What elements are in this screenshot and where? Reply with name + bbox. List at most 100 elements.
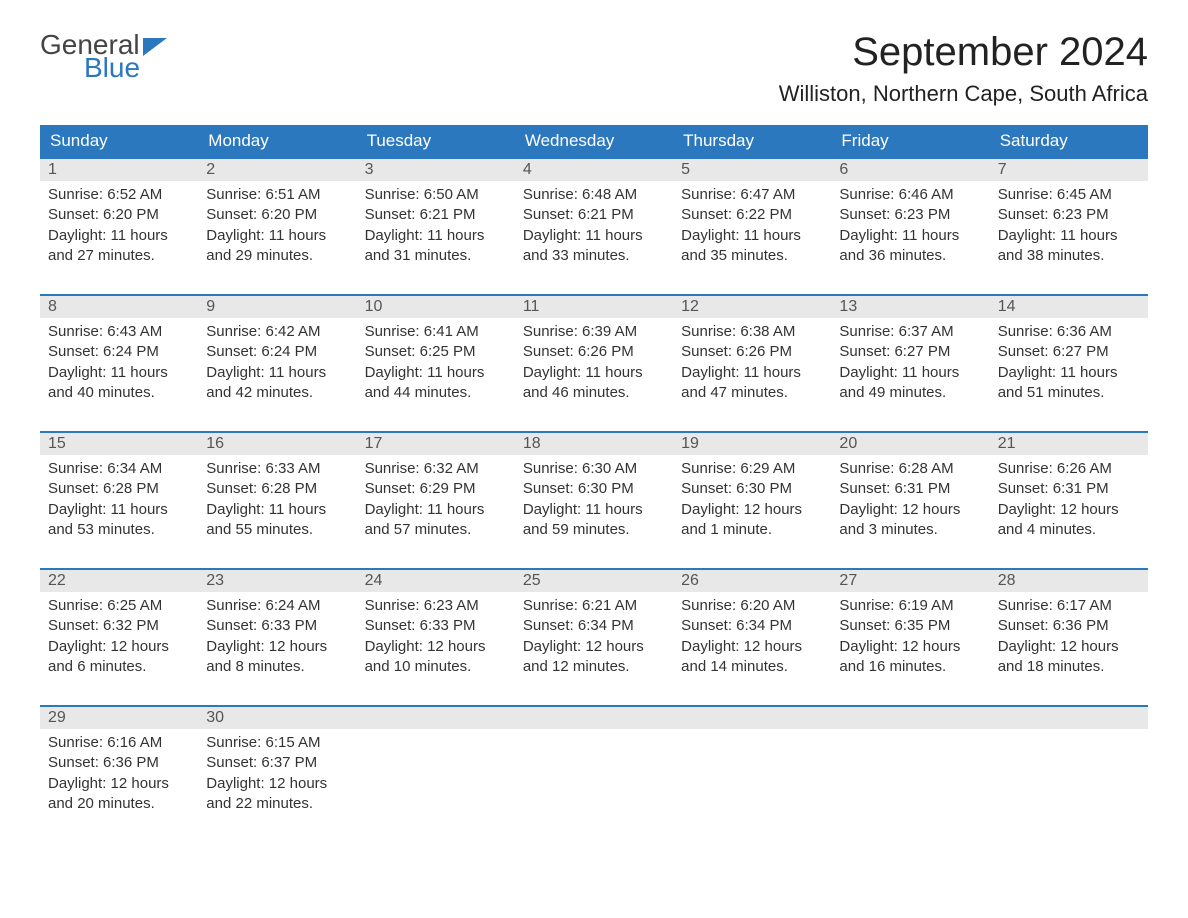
day-number: 22	[40, 570, 198, 592]
day-body: Sunrise: 6:36 AMSunset: 6:27 PMDaylight:…	[990, 318, 1148, 403]
calendar-day-cell: 8Sunrise: 6:43 AMSunset: 6:24 PMDaylight…	[40, 296, 198, 403]
day-number	[357, 707, 515, 729]
calendar-day-cell	[990, 707, 1148, 814]
daylight-value: Daylight: 11 hours and 53 minutes.	[48, 500, 190, 541]
sunset-value: Sunset: 6:28 PM	[206, 479, 348, 499]
sunrise-value: Sunrise: 6:33 AM	[206, 459, 348, 479]
day-number: 5	[673, 159, 831, 181]
daylight-value: Daylight: 12 hours and 3 minutes.	[839, 500, 981, 541]
sunset-value: Sunset: 6:26 PM	[523, 342, 665, 362]
daylight-value: Daylight: 12 hours and 6 minutes.	[48, 637, 190, 678]
daylight-value: Daylight: 11 hours and 47 minutes.	[681, 363, 823, 404]
sunrise-value: Sunrise: 6:36 AM	[998, 322, 1140, 342]
daylight-value: Daylight: 11 hours and 49 minutes.	[839, 363, 981, 404]
weekday-header-cell: Friday	[831, 125, 989, 157]
sunset-value: Sunset: 6:31 PM	[998, 479, 1140, 499]
sunset-value: Sunset: 6:27 PM	[839, 342, 981, 362]
calendar-day-cell: 5Sunrise: 6:47 AMSunset: 6:22 PMDaylight…	[673, 159, 831, 266]
sunset-value: Sunset: 6:36 PM	[48, 753, 190, 773]
calendar-day-cell: 22Sunrise: 6:25 AMSunset: 6:32 PMDayligh…	[40, 570, 198, 677]
sunset-value: Sunset: 6:32 PM	[48, 616, 190, 636]
day-body: Sunrise: 6:47 AMSunset: 6:22 PMDaylight:…	[673, 181, 831, 266]
sunrise-value: Sunrise: 6:23 AM	[365, 596, 507, 616]
daylight-value: Daylight: 11 hours and 27 minutes.	[48, 226, 190, 267]
sunset-value: Sunset: 6:23 PM	[998, 205, 1140, 225]
day-number	[990, 707, 1148, 729]
sunrise-value: Sunrise: 6:50 AM	[365, 185, 507, 205]
brand-triangle-icon	[143, 38, 167, 56]
day-body: Sunrise: 6:33 AMSunset: 6:28 PMDaylight:…	[198, 455, 356, 540]
calendar-week-row: 1Sunrise: 6:52 AMSunset: 6:20 PMDaylight…	[40, 157, 1148, 266]
day-body: Sunrise: 6:23 AMSunset: 6:33 PMDaylight:…	[357, 592, 515, 677]
day-number: 16	[198, 433, 356, 455]
day-number: 6	[831, 159, 989, 181]
calendar-day-cell: 14Sunrise: 6:36 AMSunset: 6:27 PMDayligh…	[990, 296, 1148, 403]
day-body: Sunrise: 6:45 AMSunset: 6:23 PMDaylight:…	[990, 181, 1148, 266]
day-body: Sunrise: 6:46 AMSunset: 6:23 PMDaylight:…	[831, 181, 989, 266]
sunrise-value: Sunrise: 6:34 AM	[48, 459, 190, 479]
daylight-value: Daylight: 12 hours and 16 minutes.	[839, 637, 981, 678]
month-title: September 2024	[779, 30, 1148, 75]
sunrise-value: Sunrise: 6:20 AM	[681, 596, 823, 616]
day-number: 21	[990, 433, 1148, 455]
sunrise-value: Sunrise: 6:51 AM	[206, 185, 348, 205]
daylight-value: Daylight: 12 hours and 1 minute.	[681, 500, 823, 541]
day-body: Sunrise: 6:42 AMSunset: 6:24 PMDaylight:…	[198, 318, 356, 403]
day-body: Sunrise: 6:30 AMSunset: 6:30 PMDaylight:…	[515, 455, 673, 540]
calendar-day-cell: 6Sunrise: 6:46 AMSunset: 6:23 PMDaylight…	[831, 159, 989, 266]
sunset-value: Sunset: 6:33 PM	[365, 616, 507, 636]
day-body: Sunrise: 6:39 AMSunset: 6:26 PMDaylight:…	[515, 318, 673, 403]
day-body: Sunrise: 6:21 AMSunset: 6:34 PMDaylight:…	[515, 592, 673, 677]
day-number: 13	[831, 296, 989, 318]
calendar-day-cell: 11Sunrise: 6:39 AMSunset: 6:26 PMDayligh…	[515, 296, 673, 403]
calendar-day-cell	[831, 707, 989, 814]
sunrise-value: Sunrise: 6:46 AM	[839, 185, 981, 205]
sunrise-value: Sunrise: 6:52 AM	[48, 185, 190, 205]
calendar-week-row: 15Sunrise: 6:34 AMSunset: 6:28 PMDayligh…	[40, 431, 1148, 540]
calendar-day-cell: 18Sunrise: 6:30 AMSunset: 6:30 PMDayligh…	[515, 433, 673, 540]
sunset-value: Sunset: 6:33 PM	[206, 616, 348, 636]
day-number	[515, 707, 673, 729]
brand-logo: General Blue	[40, 30, 167, 83]
weekday-header-cell: Sunday	[40, 125, 198, 157]
calendar-day-cell: 29Sunrise: 6:16 AMSunset: 6:36 PMDayligh…	[40, 707, 198, 814]
day-body: Sunrise: 6:41 AMSunset: 6:25 PMDaylight:…	[357, 318, 515, 403]
day-body: Sunrise: 6:38 AMSunset: 6:26 PMDaylight:…	[673, 318, 831, 403]
day-body: Sunrise: 6:51 AMSunset: 6:20 PMDaylight:…	[198, 181, 356, 266]
calendar-day-cell: 17Sunrise: 6:32 AMSunset: 6:29 PMDayligh…	[357, 433, 515, 540]
day-number	[673, 707, 831, 729]
day-number: 23	[198, 570, 356, 592]
weekday-header-cell: Tuesday	[357, 125, 515, 157]
sunset-value: Sunset: 6:27 PM	[998, 342, 1140, 362]
day-number	[831, 707, 989, 729]
calendar-day-cell: 2Sunrise: 6:51 AMSunset: 6:20 PMDaylight…	[198, 159, 356, 266]
sunset-value: Sunset: 6:23 PM	[839, 205, 981, 225]
day-body: Sunrise: 6:25 AMSunset: 6:32 PMDaylight:…	[40, 592, 198, 677]
calendar-day-cell	[673, 707, 831, 814]
sunrise-value: Sunrise: 6:45 AM	[998, 185, 1140, 205]
daylight-value: Daylight: 11 hours and 57 minutes.	[365, 500, 507, 541]
day-number: 17	[357, 433, 515, 455]
sunset-value: Sunset: 6:30 PM	[681, 479, 823, 499]
day-number: 18	[515, 433, 673, 455]
calendar-grid: SundayMondayTuesdayWednesdayThursdayFrid…	[40, 125, 1148, 814]
sunrise-value: Sunrise: 6:28 AM	[839, 459, 981, 479]
daylight-value: Daylight: 12 hours and 8 minutes.	[206, 637, 348, 678]
weekday-header-cell: Wednesday	[515, 125, 673, 157]
page-header: General Blue September 2024 Williston, N…	[40, 30, 1148, 117]
calendar-week-row: 29Sunrise: 6:16 AMSunset: 6:36 PMDayligh…	[40, 705, 1148, 814]
calendar-day-cell: 13Sunrise: 6:37 AMSunset: 6:27 PMDayligh…	[831, 296, 989, 403]
calendar-day-cell: 26Sunrise: 6:20 AMSunset: 6:34 PMDayligh…	[673, 570, 831, 677]
sunrise-value: Sunrise: 6:15 AM	[206, 733, 348, 753]
calendar-day-cell: 15Sunrise: 6:34 AMSunset: 6:28 PMDayligh…	[40, 433, 198, 540]
daylight-value: Daylight: 12 hours and 4 minutes.	[998, 500, 1140, 541]
sunrise-value: Sunrise: 6:25 AM	[48, 596, 190, 616]
day-body: Sunrise: 6:20 AMSunset: 6:34 PMDaylight:…	[673, 592, 831, 677]
sunrise-value: Sunrise: 6:17 AM	[998, 596, 1140, 616]
day-number: 9	[198, 296, 356, 318]
sunset-value: Sunset: 6:28 PM	[48, 479, 190, 499]
calendar-day-cell	[357, 707, 515, 814]
daylight-value: Daylight: 12 hours and 20 minutes.	[48, 774, 190, 815]
day-body: Sunrise: 6:28 AMSunset: 6:31 PMDaylight:…	[831, 455, 989, 540]
daylight-value: Daylight: 11 hours and 55 minutes.	[206, 500, 348, 541]
